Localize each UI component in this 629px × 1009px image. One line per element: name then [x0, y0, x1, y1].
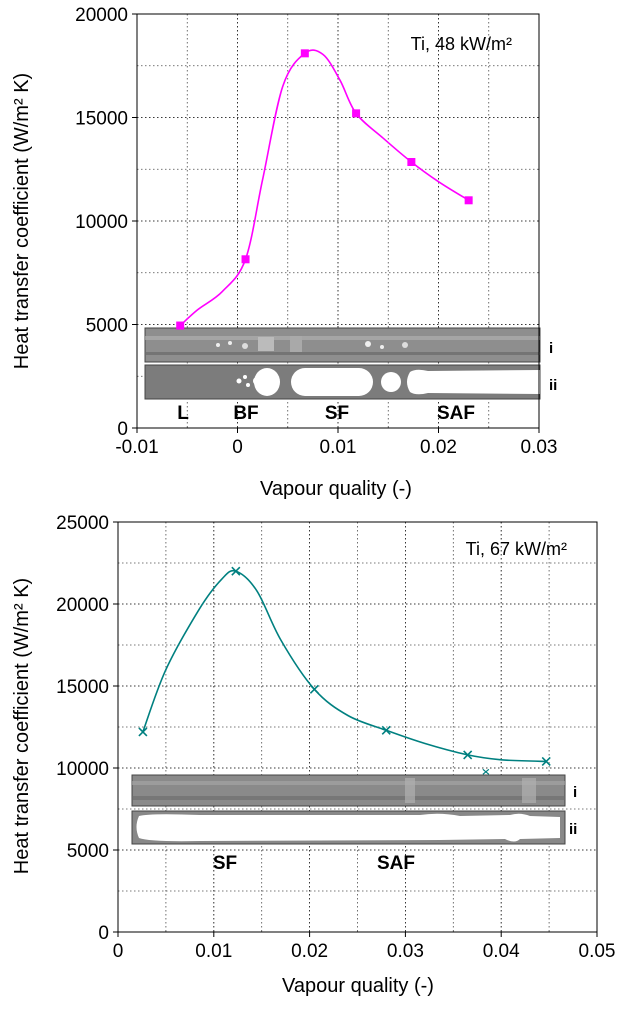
photo-i: [131, 774, 566, 807]
region-SF: SF: [325, 403, 349, 424]
annotation: Ti, 48 kW/m²: [411, 34, 512, 54]
x-tick-label: 0.05: [579, 941, 616, 962]
data-point: [138, 727, 148, 737]
x-tick-label: 0: [113, 941, 124, 962]
x-tick-label: 0: [232, 437, 243, 458]
data-point: [381, 725, 391, 735]
region-BF: BF: [233, 403, 258, 424]
photo-label-i: i: [549, 340, 553, 357]
y-axis-label: Heat transfer coefficient (W/m² K): [11, 578, 33, 874]
region-SF: SF: [213, 853, 237, 874]
region-SAF: SAF: [437, 403, 475, 424]
x-tick-label: 0.01: [195, 941, 232, 962]
photo-label-i: i: [573, 784, 577, 801]
x-tick-label: 0.04: [483, 941, 520, 962]
y-tick-label: 10000: [75, 212, 128, 233]
y-tick-label: 5000: [86, 316, 128, 337]
data-point: [241, 255, 250, 264]
y-tick-label: 0: [117, 419, 128, 440]
y-axis-label: Heat transfer coefficient (W/m² K): [11, 73, 33, 369]
flow-photos-top: [144, 327, 541, 400]
y-tick-label: 15000: [75, 109, 128, 130]
data-point: [464, 196, 473, 205]
data-point: [176, 321, 185, 330]
data-point: [482, 768, 490, 775]
region-L: L: [177, 403, 189, 424]
x-tick-label: 0.02: [420, 437, 457, 458]
data-point: [300, 49, 309, 58]
data-point: [407, 158, 416, 167]
y-tick-label: 5000: [67, 841, 109, 862]
data-point: [541, 756, 551, 767]
photo-i: [144, 327, 541, 363]
chart-bottom: 0 0.01 0.02 0.03 0.04 0.05 0 5000 10000 15000 2000…: [11, 513, 615, 997]
grid: [118, 522, 597, 932]
x-tick-label: -0.01: [115, 437, 158, 458]
photo-label-ii: ii: [569, 821, 577, 838]
series-curve: [179, 49, 470, 327]
x-axis-label: Vapour quality (-): [282, 975, 434, 997]
axes: 0 0.01 0.02 0.03 0.04 0.05 0 5000 10000 15000 2000…: [56, 513, 615, 962]
x-tick-label: 0.01: [320, 437, 357, 458]
x-tick-label: 0.03: [521, 437, 558, 458]
series-markers: [176, 49, 473, 330]
region-SAF: SAF: [377, 853, 415, 874]
x-tick-label: 0.02: [291, 941, 328, 962]
y-tick-label: 25000: [56, 513, 109, 534]
data-point: [463, 750, 473, 760]
series-markers: [138, 566, 551, 775]
data-point: [309, 684, 319, 694]
data-point: [352, 109, 361, 118]
y-tick-label: 10000: [56, 759, 109, 780]
photo-label-ii: ii: [549, 377, 557, 394]
y-tick-label: 15000: [56, 677, 109, 698]
y-tick-label: 0: [98, 923, 109, 944]
annotation: Ti, 67 kW/m²: [466, 539, 567, 559]
y-tick-label: 20000: [75, 5, 128, 26]
data-point: [231, 566, 241, 576]
plot-frame: [117, 521, 598, 933]
x-tick-label: 0.03: [387, 941, 424, 962]
series-curve: [142, 569, 547, 763]
x-axis-label: Vapour quality (-): [260, 478, 412, 500]
y-tick-label: 20000: [56, 595, 109, 616]
flow-photos-bottom: [131, 774, 566, 845]
